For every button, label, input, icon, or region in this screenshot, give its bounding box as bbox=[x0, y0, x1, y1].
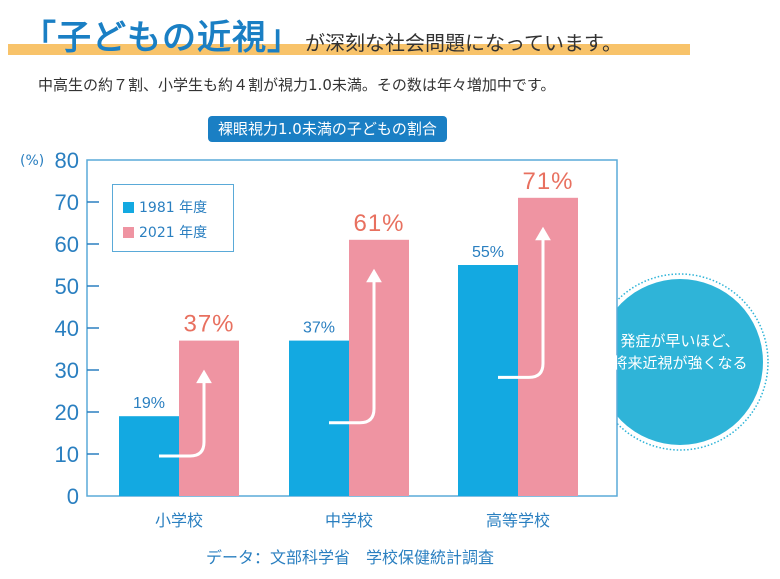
page-title: 「子どもの近視」 bbox=[22, 18, 302, 58]
legend-swatch bbox=[123, 226, 134, 238]
callout-circle bbox=[597, 279, 763, 445]
y-tick-label: 80 bbox=[55, 148, 79, 173]
x-category-label: 高等学校 bbox=[486, 511, 550, 530]
growth-arrow bbox=[159, 380, 206, 458]
x-category-label: 中学校 bbox=[325, 511, 373, 530]
data-label-1981: 19% bbox=[133, 395, 165, 412]
y-axis-unit: (%) bbox=[20, 153, 45, 169]
arrow-head-icon bbox=[196, 369, 212, 384]
bar-2021 bbox=[349, 239, 409, 497]
y-tick-label: 50 bbox=[55, 274, 79, 299]
growth-arrow bbox=[498, 237, 545, 379]
legend: 1981 年度 2021 年度 bbox=[112, 184, 234, 252]
data-label-2021: 61% bbox=[353, 210, 404, 237]
chart-title: 裸眼視力1.0未満の子どもの割合 bbox=[208, 116, 447, 142]
y-tick-label: 20 bbox=[55, 400, 79, 425]
bar-2021 bbox=[179, 340, 239, 496]
title-highlight bbox=[8, 44, 690, 55]
y-tick-label: 10 bbox=[55, 442, 79, 467]
y-tick-label: 60 bbox=[55, 232, 79, 257]
legend-label: 2021 年度 bbox=[139, 225, 208, 241]
growth-arrow bbox=[329, 279, 376, 425]
y-tick-label: 40 bbox=[55, 316, 79, 341]
arrow-head-icon bbox=[366, 268, 382, 283]
bar-2021 bbox=[518, 197, 578, 497]
page-title-suffix: が深刻な社会問題になっています。 bbox=[305, 31, 622, 55]
x-category-label: 小学校 bbox=[155, 511, 203, 530]
arrow-head-icon bbox=[535, 226, 551, 241]
legend-swatch bbox=[123, 201, 134, 213]
y-tick-label: 70 bbox=[55, 190, 79, 215]
data-label-1981: 37% bbox=[303, 320, 335, 337]
callout-text: 発症が早いほど、 将来近視が強くなる bbox=[595, 330, 765, 374]
callout-line-1: 発症が早いほど、 bbox=[620, 332, 740, 350]
subtitle: 中高生の約７割、小学生も約４割が視力1.0未満。その数は年々増加中です。 bbox=[38, 76, 556, 94]
y-tick-label: 0 bbox=[67, 484, 79, 509]
legend-item-1981: 1981 年度 bbox=[123, 197, 207, 217]
y-tick-label: 30 bbox=[55, 358, 79, 383]
legend-label: 1981 年度 bbox=[139, 200, 208, 216]
data-label-1981: 55% bbox=[472, 244, 504, 261]
bar-1981 bbox=[458, 265, 518, 496]
data-source: データ：文部科学省 学校保健統計調査 bbox=[205, 548, 494, 567]
bar-1981 bbox=[289, 340, 349, 496]
data-label-2021: 37% bbox=[183, 311, 234, 338]
callout-circle-ring bbox=[591, 273, 769, 451]
data-label-2021: 71% bbox=[522, 168, 573, 195]
legend-item-2021: 2021 年度 bbox=[123, 222, 207, 242]
callout-line-2: 将来近視が強くなる bbox=[612, 354, 748, 372]
